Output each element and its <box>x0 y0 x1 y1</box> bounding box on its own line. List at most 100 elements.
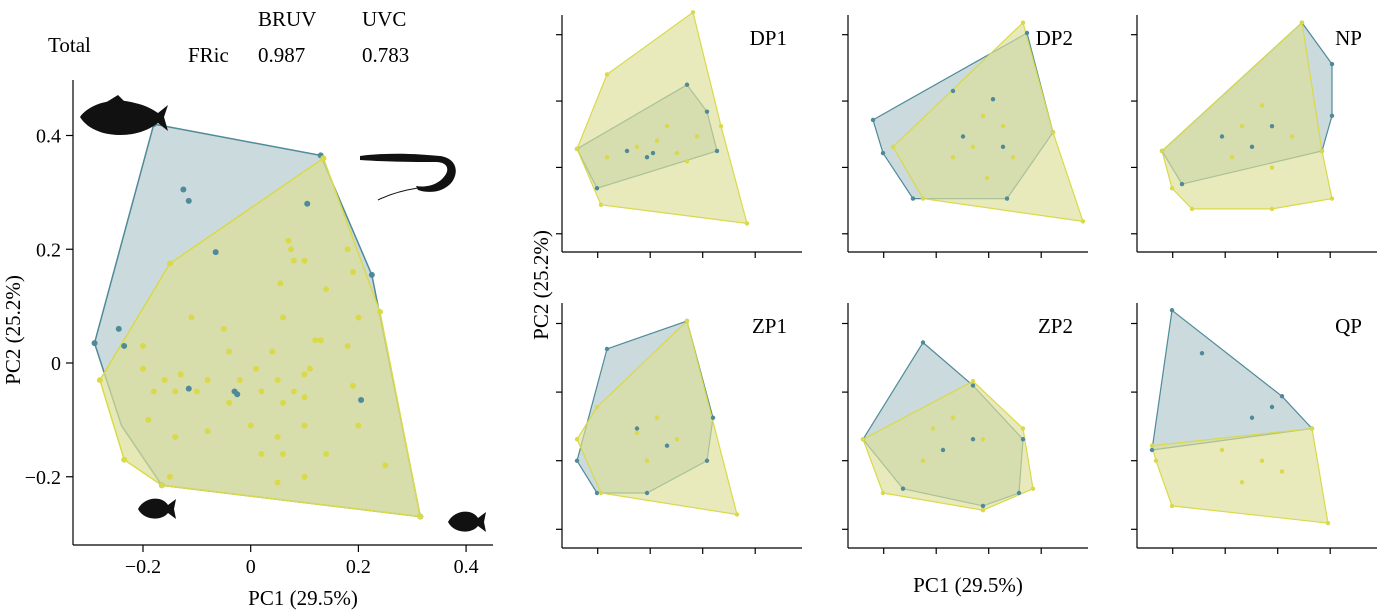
uvc-point <box>1239 480 1245 485</box>
bruv-point <box>1219 134 1225 139</box>
bruv-point <box>115 325 122 332</box>
uvc-point <box>634 430 640 435</box>
uvc-point <box>880 490 886 496</box>
uvc-point <box>1329 196 1335 201</box>
bruv-point <box>704 458 710 463</box>
uvc-point <box>172 433 179 440</box>
uvc-point <box>1030 486 1036 491</box>
total-scatter-chart: −0.2 0 0.2 0.4 −0.2 0 0.2 0.4 PC1 (29.5%) PC2 (25… <box>1 80 493 610</box>
uvc-point <box>1259 458 1265 463</box>
bruv-point <box>1249 144 1255 150</box>
uvc-point <box>161 377 168 384</box>
bruv-fric-value: 0.987 <box>258 43 305 67</box>
uvc-point <box>344 246 351 253</box>
bruv-point <box>358 396 365 403</box>
uvc-point <box>285 237 292 244</box>
uvc-point <box>301 473 308 480</box>
panel-title: QP <box>1335 314 1362 338</box>
uvc-point <box>634 144 640 150</box>
uvc-point <box>166 473 173 480</box>
uvc-point <box>1020 426 1026 431</box>
uvc-point <box>950 415 956 420</box>
uvc-point <box>204 377 211 384</box>
y-axis-label: PC2 (25.2%) <box>1 275 25 385</box>
uvc-point <box>1010 155 1016 160</box>
panel-title: NP <box>1335 26 1362 50</box>
uvc-point <box>350 269 356 275</box>
uvc-point <box>274 479 281 486</box>
uvc-point <box>290 388 297 395</box>
uvc-point <box>1050 130 1056 135</box>
uvc-point <box>382 462 389 469</box>
damselfish-silhouette-icon <box>138 498 176 519</box>
uvc-point <box>604 72 610 77</box>
small-panels-ylabel: PC2 (25.2%) <box>529 230 553 340</box>
fish-silhouette-icon <box>80 95 168 135</box>
uvc-column-header: UVC <box>362 7 406 31</box>
uvc-point <box>1000 123 1006 129</box>
bruv-point <box>212 249 219 256</box>
uvc-point <box>1309 426 1315 431</box>
uvc-point <box>247 422 254 429</box>
uvc-point <box>193 388 200 395</box>
bruv-point <box>1269 404 1275 410</box>
panel-zp2: ZP2 <box>842 303 1088 554</box>
uvc-point <box>323 451 330 457</box>
y-tick-label: 0.2 <box>36 239 61 261</box>
bruv-point <box>644 490 650 496</box>
bruv-point <box>880 150 886 156</box>
uvc-point <box>204 428 211 435</box>
uvc-point <box>1259 103 1265 108</box>
uvc-point <box>1325 520 1331 526</box>
uvc-point <box>150 388 157 395</box>
uvc-point <box>274 433 281 440</box>
small-panels-xlabel: PC1 (29.5%) <box>913 573 1023 597</box>
uvc-point <box>177 371 184 378</box>
bruv-point <box>704 109 710 114</box>
bruv-point <box>650 150 656 156</box>
bruv-column-header: BRUV <box>258 7 316 31</box>
uvc-point <box>604 155 610 160</box>
uvc-point <box>1149 443 1155 448</box>
uvc-point <box>594 404 600 410</box>
uvc-point <box>664 123 670 129</box>
uvc-point <box>158 482 165 489</box>
bruv-hull <box>1151 309 1314 451</box>
damselfish-silhouette-icon <box>448 511 486 532</box>
uvc-point <box>1080 219 1086 224</box>
x-tick-label: 0.2 <box>346 556 371 578</box>
uvc-point <box>306 365 313 372</box>
uvc-point <box>220 325 227 332</box>
uvc-point <box>188 314 195 321</box>
uvc-point <box>140 342 146 349</box>
bruv-point <box>1329 113 1335 119</box>
panel-title: ZP1 <box>752 314 787 338</box>
uvc-point <box>980 437 986 442</box>
bruv-point <box>594 186 600 191</box>
bruv-point <box>710 415 716 420</box>
uvc-point <box>417 513 424 520</box>
uvc-point <box>121 456 128 463</box>
uvc-point <box>1319 148 1325 154</box>
fric-row-label: FRic <box>188 43 229 67</box>
uvc-point <box>734 512 740 517</box>
bruv-point <box>1149 447 1155 453</box>
panel-title: ZP2 <box>1038 314 1073 338</box>
uvc-point <box>1229 155 1235 160</box>
uvc-point <box>694 134 700 139</box>
bruv-point <box>604 346 610 352</box>
bruv-point <box>634 426 640 431</box>
uvc-hull <box>892 21 1084 223</box>
bruv-point <box>990 97 996 102</box>
bruv-point <box>980 503 986 509</box>
bruv-point <box>180 186 187 193</box>
bruv-point <box>910 196 916 201</box>
uvc-point <box>598 490 604 496</box>
bruv-point <box>594 490 600 496</box>
bruv-point <box>234 391 241 398</box>
uvc-point <box>1299 20 1305 25</box>
bruv-point <box>920 340 926 345</box>
uvc-point <box>317 337 324 344</box>
uvc-point <box>1269 165 1275 170</box>
bruv-point <box>960 134 966 139</box>
